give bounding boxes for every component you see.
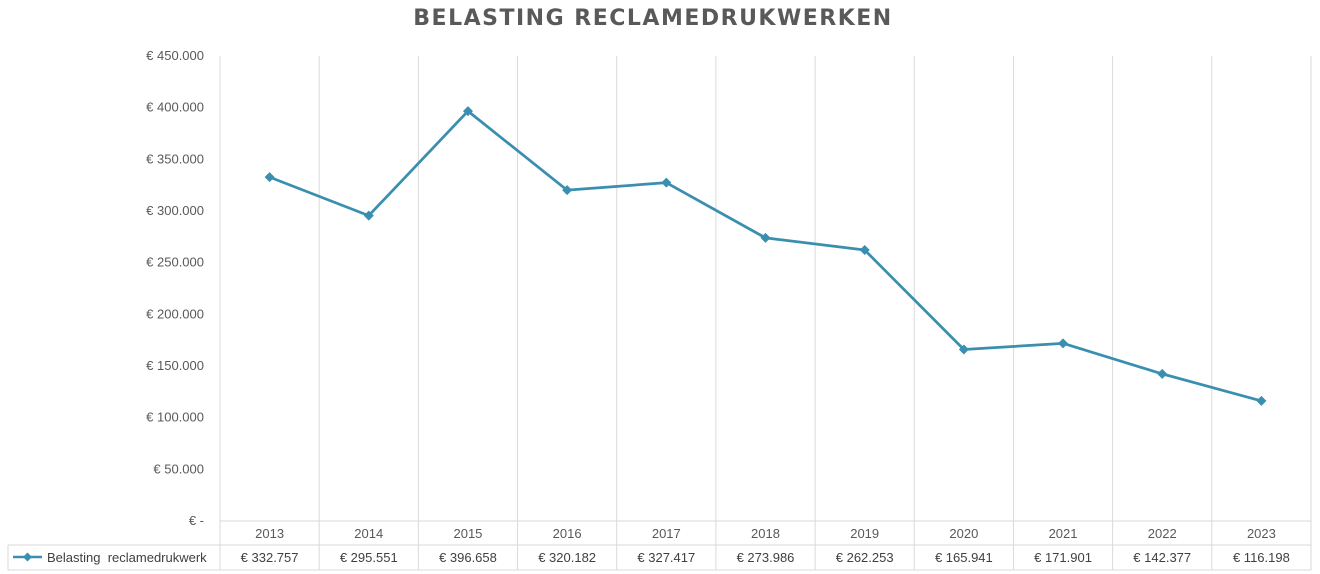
y-tick-label: € 200.000 xyxy=(146,306,204,321)
data-point-marker xyxy=(958,344,969,355)
data-point-marker xyxy=(1157,368,1168,379)
x-tick-label: 2015 xyxy=(453,526,482,541)
chart-title: BELASTING RECLAMEDRUKWERKEN xyxy=(413,6,893,31)
y-tick-label: € 150.000 xyxy=(146,358,204,373)
grid-lines xyxy=(219,56,1312,570)
data-table-value: € 327.417 xyxy=(637,550,695,565)
data-table-value: € 396.658 xyxy=(439,550,497,565)
y-tick-label: € 50.000 xyxy=(153,461,204,476)
data-table-value: € 142.377 xyxy=(1133,550,1191,565)
data-table-value: € 171.901 xyxy=(1034,550,1092,565)
x-tick-label: 2014 xyxy=(354,526,383,541)
data-table-value: € 273.986 xyxy=(737,550,795,565)
data-table-value: € 116.198 xyxy=(1233,550,1290,565)
legend-key-marker xyxy=(23,552,32,562)
y-tick-label: € - xyxy=(189,513,204,528)
data-point-marker xyxy=(1256,395,1267,406)
x-tick-label: 2016 xyxy=(553,526,582,541)
data-table-value: € 165.941 xyxy=(935,550,993,565)
y-tick-label: € 250.000 xyxy=(146,255,204,270)
y-tick-label: € 300.000 xyxy=(146,203,204,218)
data-table-value: € 262.253 xyxy=(836,550,894,565)
x-tick-label: 2022 xyxy=(1148,526,1177,541)
data-point-marker xyxy=(363,210,374,221)
data-point-marker xyxy=(562,185,573,196)
y-tick-label: € 400.000 xyxy=(146,100,204,115)
x-tick-label: 2017 xyxy=(652,526,681,541)
data-point-marker xyxy=(760,232,771,243)
x-tick-label: 2021 xyxy=(1049,526,1078,541)
x-tick-label: 2019 xyxy=(850,526,879,541)
data-point-marker xyxy=(462,106,473,117)
series-line-layer xyxy=(264,106,1267,406)
data-table-value: € 295.551 xyxy=(340,550,398,565)
x-tick-label: 2018 xyxy=(751,526,780,541)
data-point-marker xyxy=(859,245,870,256)
data-table: 2013 2014 2015 2016 2017 2018 2019 2020 2021 2022… xyxy=(7,520,1311,571)
y-tick-label: € 350.000 xyxy=(146,151,204,166)
y-axis-tick-labels: € - € 50.000 € 100.000 € 150.000 € 200.000 € … xyxy=(146,48,204,528)
y-tick-label: € 450.000 xyxy=(146,48,204,63)
y-tick-label: € 100.000 xyxy=(146,410,204,425)
data-point-marker xyxy=(661,177,672,188)
data-point-marker xyxy=(1058,338,1069,349)
x-tick-label: 2013 xyxy=(255,526,284,541)
series-name-label: Belasting reclamedrukwerk xyxy=(47,550,207,565)
data-table-value: € 320.182 xyxy=(538,550,596,565)
x-tick-label: 2020 xyxy=(949,526,978,541)
data-point-marker xyxy=(264,172,275,183)
x-tick-label: 2023 xyxy=(1247,526,1276,541)
data-table-value: € 332.757 xyxy=(241,550,299,565)
